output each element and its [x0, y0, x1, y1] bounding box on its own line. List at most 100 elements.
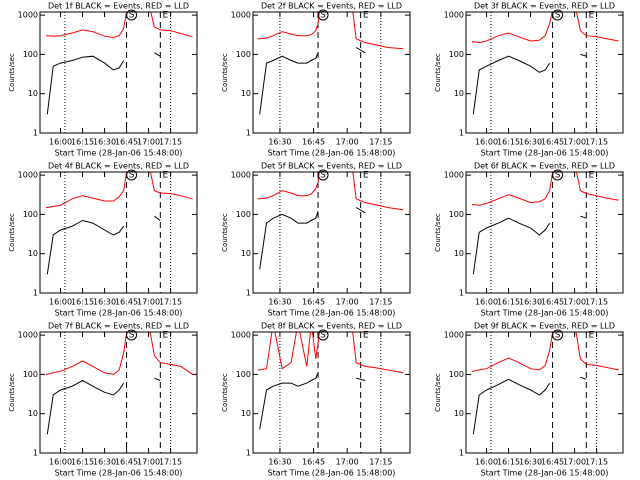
- series-line: [257, 12, 404, 50]
- x-tick-label: 16:15: [71, 138, 94, 147]
- x-axis-label: Start Time (28-Jan-06 15:48:00): [481, 309, 609, 318]
- marker-label: E: [363, 11, 369, 21]
- x-tick-label: 16:00: [475, 458, 498, 467]
- x-tick-label: 17:00: [563, 138, 586, 147]
- series-line: [259, 372, 366, 430]
- y-tick-label: 1: [246, 289, 251, 298]
- marker-label: S: [129, 171, 135, 181]
- x-tick-label: 16:30: [268, 298, 291, 307]
- x-tick-label: 17:00: [336, 298, 359, 307]
- plot-frame: [39, 331, 198, 454]
- x-tick-label: 16:45: [302, 138, 325, 147]
- panel-title: Det 5f BLACK = Events, RED = LLD: [261, 162, 402, 171]
- x-tick-label: 16:30: [93, 458, 116, 467]
- x-tick-label: 16:30: [93, 298, 116, 307]
- x-tick-label: 16:00: [49, 458, 72, 467]
- plot-frame: [465, 331, 624, 454]
- panel: Det 3f BLACK = Events, RED = LLD Counts/s…: [434, 2, 624, 158]
- marker-label: S: [129, 331, 135, 341]
- x-tick-label: 16:45: [302, 458, 325, 467]
- series-line: [45, 332, 193, 375]
- y-tick-label: 100: [23, 370, 38, 379]
- x-tick-label: 16:45: [302, 298, 325, 307]
- marker-label: E: [588, 171, 594, 181]
- panel: Det 5f BLACK = Events, RED = LLD Counts/s…: [221, 162, 411, 318]
- x-tick-label: 16:15: [497, 298, 520, 307]
- series-line: [46, 52, 161, 115]
- series-line: [45, 172, 193, 208]
- y-tick-label: 1000: [444, 11, 464, 20]
- marker-circle: [317, 169, 329, 181]
- y-tick-label: 1000: [444, 331, 464, 340]
- x-tick-label: 16:45: [541, 138, 564, 147]
- y-tick-label: 1000: [444, 171, 464, 180]
- x-tick-label: 17:15: [159, 298, 182, 307]
- y-tick-label: 1: [459, 449, 464, 458]
- y-tick-label: 1000: [231, 171, 251, 180]
- series-line: [472, 376, 587, 435]
- y-tick-label: 10: [28, 409, 38, 418]
- y-tick-label: 100: [236, 370, 251, 379]
- y-tick-label: 100: [449, 370, 464, 379]
- y-tick-label: 100: [449, 50, 464, 59]
- marker-label: S: [555, 331, 561, 341]
- plot-frame: [252, 331, 411, 454]
- marker-circle: [552, 169, 564, 181]
- x-tick-label: 17:00: [563, 298, 586, 307]
- x-axis-label: Start Time (28-Jan-06 15:48:00): [481, 149, 609, 158]
- marker-circle: [552, 9, 564, 21]
- y-tick-label: 10: [28, 89, 38, 98]
- series-line: [259, 47, 366, 115]
- y-tick-label: 1: [459, 129, 464, 138]
- x-tick-label: 16:45: [115, 298, 138, 307]
- x-tick-label: 17:15: [585, 138, 608, 147]
- series-line: [471, 332, 619, 372]
- x-tick-label: 17:15: [369, 458, 392, 467]
- y-tick-label: 100: [23, 210, 38, 219]
- y-tick-label: 100: [449, 210, 464, 219]
- y-tick-label: 10: [454, 409, 464, 418]
- y-tick-label: 1: [33, 289, 38, 298]
- marker-label: S: [320, 171, 326, 181]
- panel-title: Det 8f BLACK = Events, RED = LLD: [261, 322, 402, 331]
- series-line: [471, 172, 619, 206]
- panel-title: Det 7f BLACK = Events, RED = LLD: [48, 322, 189, 331]
- y-tick-label: 1000: [231, 11, 251, 20]
- x-tick-label: 17:00: [137, 458, 160, 467]
- marker-circle: [126, 9, 138, 21]
- x-tick-label: 16:30: [519, 298, 542, 307]
- x-axis-label: Start Time (28-Jan-06 15:48:00): [481, 469, 609, 478]
- y-axis-label: Counts/sec: [434, 53, 442, 92]
- y-tick-label: 100: [236, 50, 251, 59]
- y-tick-label: 1: [33, 449, 38, 458]
- x-tick-label: 16:15: [71, 298, 94, 307]
- x-axis-label: Start Time (28-Jan-06 15:48:00): [268, 469, 396, 478]
- y-tick-label: 1000: [18, 331, 38, 340]
- panel: Det 4f BLACK = Events, RED = LLD Counts/s…: [8, 162, 198, 318]
- x-tick-label: 16:00: [475, 298, 498, 307]
- y-axis-label: Counts/sec: [8, 53, 16, 92]
- x-axis-label: Start Time (28-Jan-06 15:48:00): [55, 309, 183, 318]
- series-line: [259, 207, 366, 270]
- y-tick-label: 1: [459, 289, 464, 298]
- x-tick-label: 16:00: [49, 138, 72, 147]
- x-tick-label: 16:00: [475, 138, 498, 147]
- panel: Det 9f BLACK = Events, RED = LLD Counts/s…: [434, 322, 624, 478]
- x-tick-label: 17:00: [563, 458, 586, 467]
- y-tick-label: 10: [454, 249, 464, 258]
- y-tick-label: 10: [454, 89, 464, 98]
- y-axis-label: Counts/sec: [434, 373, 442, 412]
- panel-title: Det 9f BLACK = Events, RED = LLD: [474, 322, 615, 331]
- y-tick-label: 1000: [231, 331, 251, 340]
- marker-label: S: [129, 11, 135, 21]
- x-tick-label: 16:30: [93, 138, 116, 147]
- marker-label: E: [363, 331, 369, 341]
- plot-frame: [465, 171, 624, 294]
- x-tick-label: 16:30: [519, 138, 542, 147]
- series-line: [471, 12, 619, 44]
- marker-label: E: [588, 11, 594, 21]
- series-line: [46, 215, 161, 275]
- y-tick-label: 10: [241, 409, 251, 418]
- x-tick-label: 16:30: [268, 138, 291, 147]
- x-tick-label: 16:45: [541, 298, 564, 307]
